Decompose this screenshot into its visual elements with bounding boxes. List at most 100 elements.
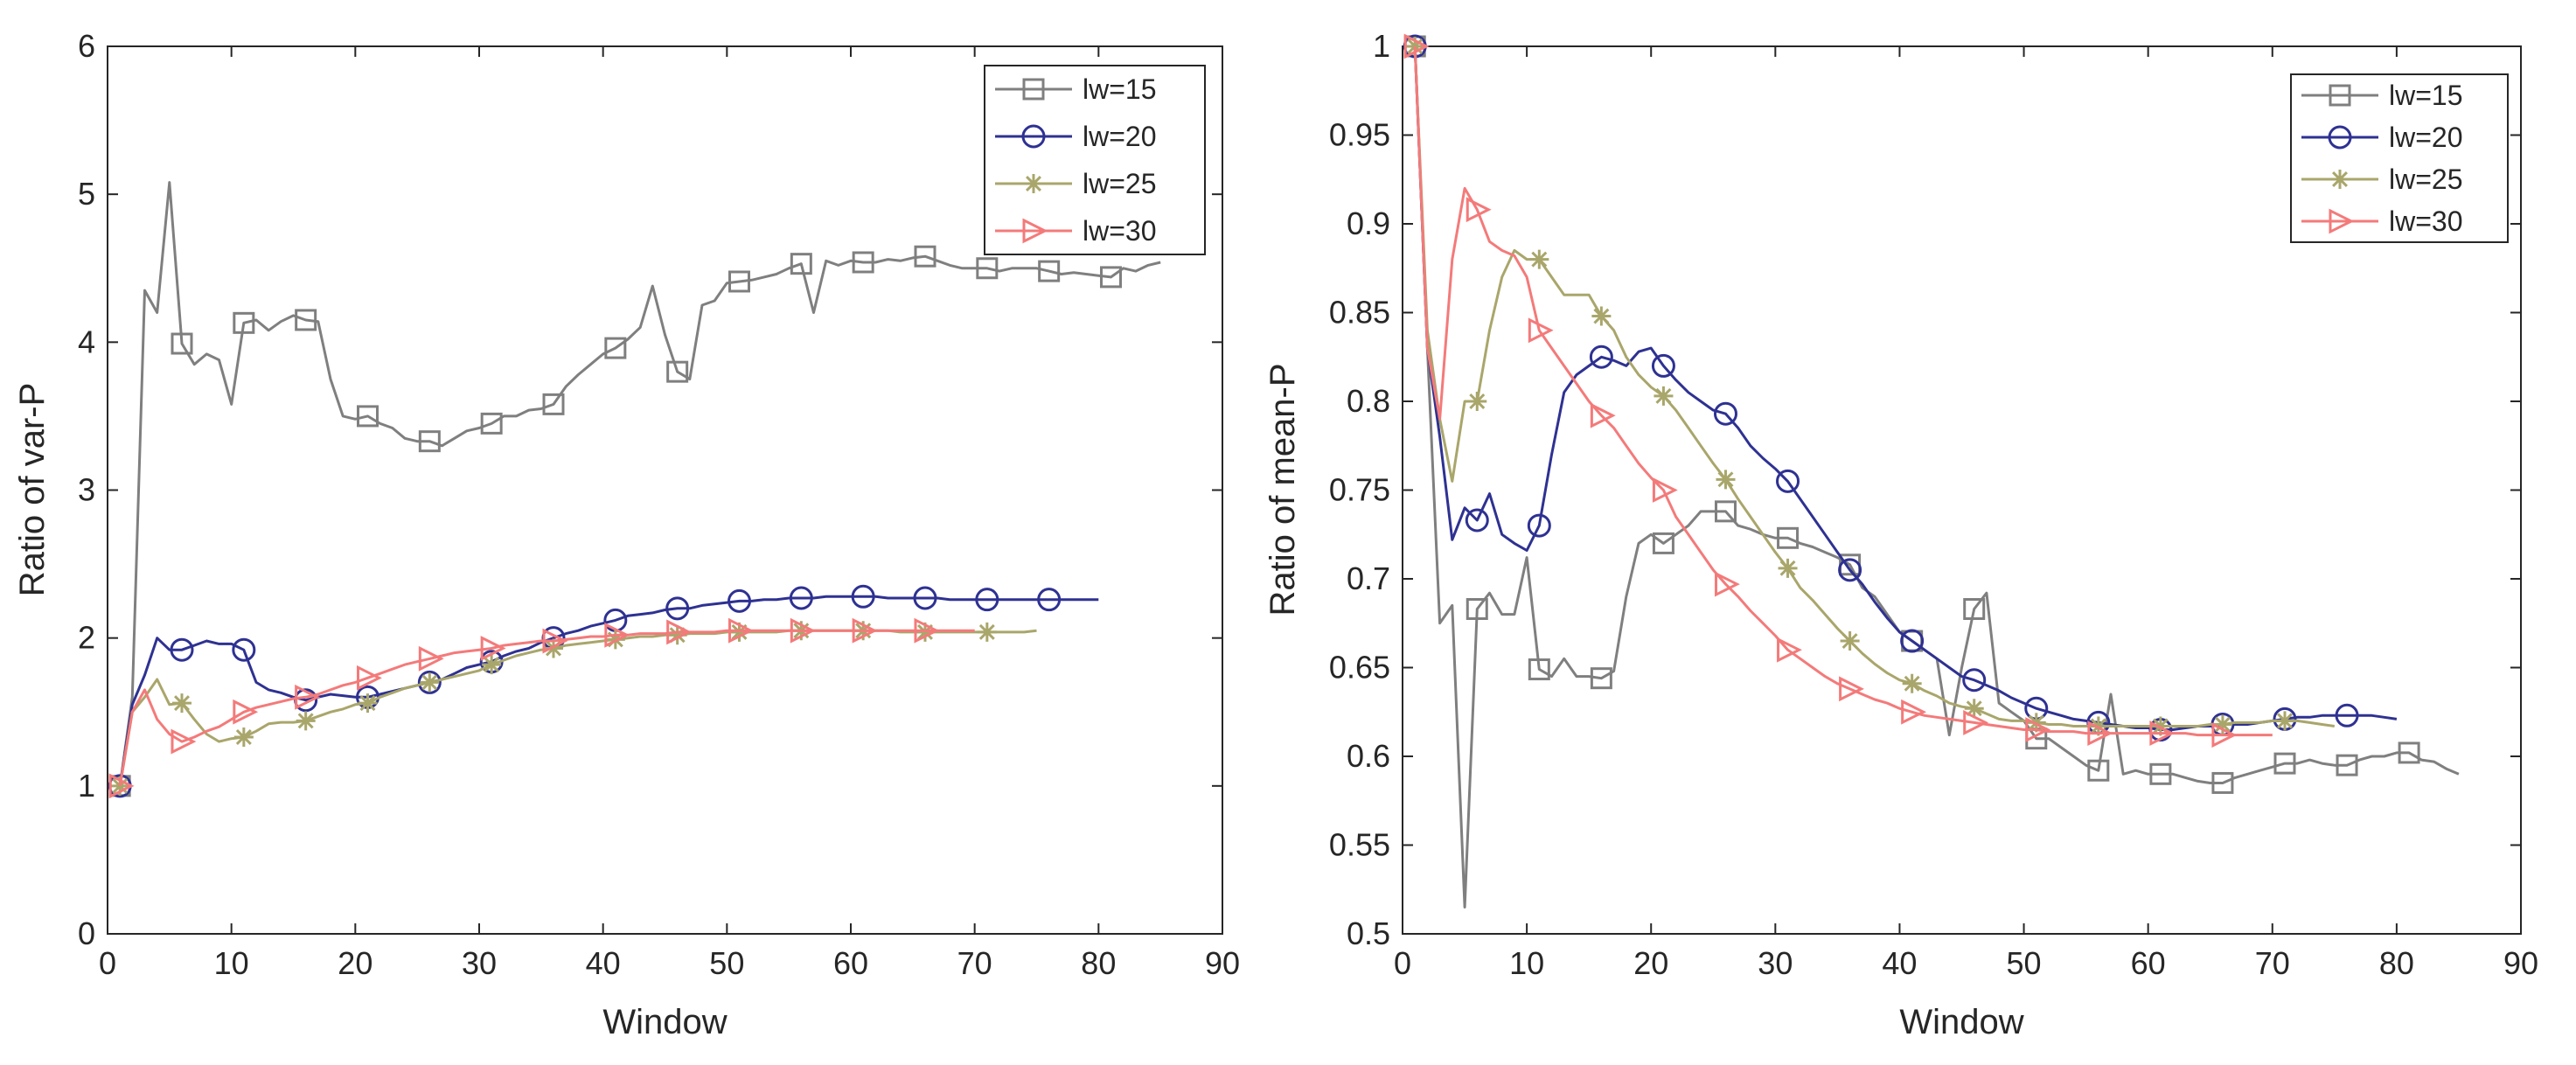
x-tick-label-1: 0: [99, 945, 116, 981]
data-point-2-lw15: [2398, 741, 2420, 764]
data-point-2-lw25: [1902, 673, 1922, 693]
data-point-2-lw30: [1403, 33, 1430, 59]
data-point-2-lw15: [1714, 500, 1737, 523]
data-point-2-lw20: [1527, 513, 1551, 538]
data-point-2-lw30: [1466, 197, 1492, 223]
data-point-1-lw20: [728, 588, 751, 613]
y-axis-label-2: Ratio of mean-P: [1264, 363, 1302, 616]
legend-marker-1: [1024, 174, 1043, 193]
x-axis-label-1: Window: [602, 1003, 727, 1041]
data-point-2-lw30: [1901, 699, 1927, 725]
chart-panel-1: 0 10 20 30 40 50 60 70 80 90 0 1 2 3 4 5 6 Window Ratio of…: [13, 28, 1240, 1041]
x-axis-label-2: Window: [1899, 1003, 2023, 1041]
data-point-2-lw30: [1714, 571, 1740, 597]
x-tick-label-2: 80: [2379, 945, 2414, 981]
series-line-2-lw25: [1413, 45, 2336, 727]
series-line-1-lw30: [118, 629, 975, 787]
data-point-1-lw20: [851, 584, 875, 609]
data-point-1-lw25: [233, 727, 254, 748]
x-tick-label-1: 10: [214, 945, 249, 981]
data-point-2-lw30: [2025, 717, 2051, 742]
data-point-1-lw15: [357, 405, 379, 428]
data-point-1-lw15: [976, 257, 999, 280]
data-point-1-lw15: [666, 360, 689, 383]
y-axis-label-1: Ratio of var-P: [13, 383, 52, 597]
y-tick-label-2: 0.55: [1329, 827, 1390, 863]
data-point-1-lw20: [789, 586, 813, 610]
y-tick-label-1: 4: [78, 324, 95, 359]
legend-box-1: [984, 65, 1206, 255]
legend-label-2: lw=15: [2389, 80, 2463, 111]
y-tick-label-2: 0.95: [1329, 117, 1390, 153]
legend-marker-2: [2329, 84, 2351, 107]
y-tick-label-2: 0.65: [1329, 650, 1390, 686]
data-point-2-lw25: [1467, 392, 1487, 411]
data-point-2-lw20: [1589, 345, 1613, 369]
data-point-1-lw30: [480, 636, 506, 661]
data-point-2-lw25: [1529, 249, 1549, 269]
data-point-1-lw25: [916, 622, 935, 642]
y-tick-label-2: 0.75: [1329, 472, 1390, 508]
data-point-1-lw20: [417, 670, 442, 694]
data-point-2-lw30: [1777, 637, 1802, 663]
y-tick-label-1: 0: [78, 915, 95, 951]
y-tick-label-2: 0.9: [1347, 205, 1390, 241]
data-point-2-lw15: [1963, 598, 1986, 621]
legend-marker-1: [1022, 218, 1048, 244]
data-point-1-lw30: [604, 622, 630, 648]
legend-box-2: [2290, 73, 2509, 243]
y-tick-label-1: 1: [78, 768, 95, 804]
data-point-2-lw30: [2149, 720, 2176, 747]
series-1-lw30: [108, 617, 975, 799]
y-tick-label-2: 1: [1373, 28, 1390, 64]
legend-marker-1: [1021, 124, 1046, 149]
data-point-1-lw15: [1038, 260, 1061, 282]
data-point-2-lw15: [1652, 532, 1674, 554]
data-point-2-lw15: [2211, 771, 2234, 794]
data-point-1-lw15: [790, 253, 812, 275]
data-point-1-lw25: [172, 693, 191, 713]
data-point-2-lw15: [1528, 658, 1550, 681]
data-point-1-lw25: [544, 638, 563, 658]
data-point-1-lw30: [357, 665, 382, 691]
legend-label-1: lw=25: [1083, 168, 1157, 199]
data-point-1-lw30: [295, 684, 321, 710]
data-point-2-lw15: [1777, 526, 1800, 549]
data-point-2-lw25: [1840, 631, 1860, 651]
data-point-1-lw15: [728, 270, 750, 293]
data-point-2-lw15: [1590, 667, 1612, 690]
y-tick-label-2: 0.85: [1329, 295, 1390, 331]
data-point-2-lw25: [1591, 306, 1612, 326]
data-point-2-lw15: [2273, 752, 2296, 775]
legend-label-2: lw=20: [2389, 122, 2463, 153]
legend-marker-2: [2330, 170, 2350, 189]
legend-label-2: lw=30: [2389, 205, 2463, 237]
series-line-2-lw30: [1413, 45, 2273, 737]
data-point-2-lw25: [1778, 558, 1798, 578]
data-point-2-lw25: [1716, 470, 1736, 490]
data-point-1-lw15: [1100, 266, 1122, 289]
x-tick-label-1: 80: [1081, 945, 1116, 981]
legend-marker-1: [1022, 78, 1045, 101]
data-point-1-lw25: [729, 622, 749, 642]
chart-panel-2: 0 10 20 30 40 50 60 70 80 90 0.5 0.55 0.6 0.65 0.7 0.75…: [1264, 28, 2538, 1041]
x-tick-label-2: 70: [2255, 945, 2290, 981]
x-tick-label-2: 0: [1394, 945, 1411, 981]
legend-label-1: lw=20: [1083, 121, 1157, 152]
data-point-2-lw25: [2212, 714, 2232, 734]
data-point-2-lw20: [1962, 668, 1987, 693]
legend-label-1: lw=30: [1083, 215, 1157, 247]
data-point-2-lw30: [1839, 676, 1864, 702]
x-tick-label-1: 90: [1205, 945, 1240, 981]
data-point-1-lw20: [975, 588, 999, 612]
data-point-2-lw15: [1466, 598, 1488, 621]
y-tick-label-1: 6: [78, 28, 95, 64]
legend-marker-2: [2328, 125, 2352, 150]
data-point-1-lw20: [232, 637, 256, 662]
y-tick-label-1: 5: [78, 176, 95, 212]
data-point-2-lw20: [1776, 469, 1800, 493]
data-point-1-lw30: [542, 628, 568, 654]
x-tick-label-1: 20: [338, 945, 372, 981]
data-point-1-lw15: [233, 311, 255, 334]
